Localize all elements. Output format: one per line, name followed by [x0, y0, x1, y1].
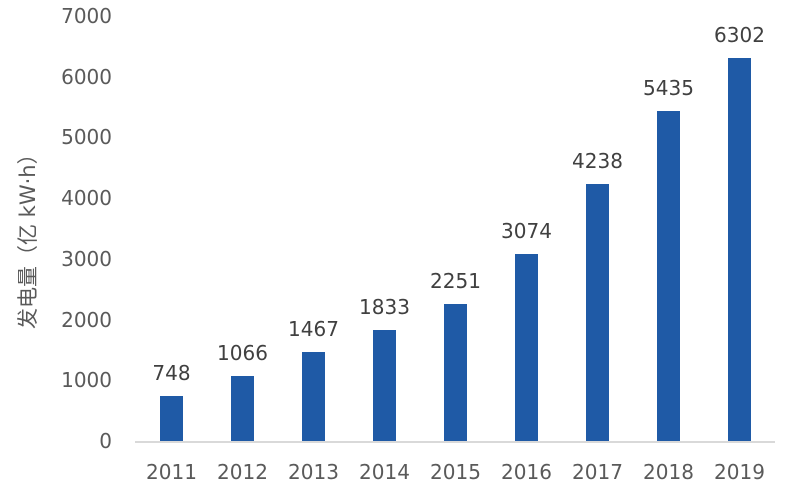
- data-label: 5435: [643, 76, 694, 101]
- bar-2014: [373, 329, 396, 441]
- x-tick-label: 2018: [643, 460, 694, 484]
- bar-2015: [444, 304, 467, 441]
- bar-2011: [160, 395, 183, 441]
- data-label: 4238: [572, 148, 623, 173]
- x-tick-label: 2019: [714, 460, 765, 484]
- data-label: 1066: [217, 341, 268, 366]
- data-label: 2251: [430, 269, 481, 294]
- bar-2018: [657, 111, 680, 441]
- x-tick-label: 2013: [288, 460, 339, 484]
- bar-2013: [302, 351, 325, 441]
- data-label: 1833: [359, 294, 410, 319]
- bar-2012: [231, 376, 254, 441]
- x-tick-label: 2011: [146, 460, 197, 484]
- x-tick-label: 2012: [217, 460, 268, 484]
- y-tick-label: 1000: [61, 368, 112, 393]
- x-tick-label: 2016: [501, 460, 552, 484]
- x-tick-label: 2017: [572, 460, 623, 484]
- data-label: 1467: [288, 316, 339, 341]
- bar-2017: [586, 183, 609, 441]
- data-label: 6302: [714, 23, 765, 48]
- x-tick-label: 2015: [430, 460, 481, 484]
- x-axis-line: [135, 441, 775, 443]
- y-tick-label: 3000: [61, 246, 112, 271]
- data-label: 3074: [501, 219, 552, 244]
- y-tick-label: 4000: [61, 186, 112, 211]
- y-tick-label: 0: [99, 429, 112, 453]
- x-tick-label: 2014: [359, 460, 410, 484]
- y-tick-label: 2000: [61, 307, 112, 332]
- data-label: 748: [152, 360, 191, 385]
- y-tick-label: 6000: [61, 64, 112, 89]
- bar-2019: [728, 58, 751, 441]
- bar-2016: [515, 254, 538, 441]
- y-tick-label: 5000: [61, 125, 112, 150]
- y-axis-label: 发电量（亿 kW·h）: [16, 143, 40, 329]
- y-tick-label: 7000: [61, 4, 112, 28]
